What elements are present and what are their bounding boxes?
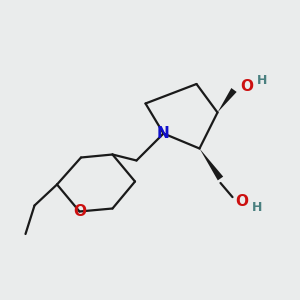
Text: N: N: [157, 126, 170, 141]
Text: O: O: [240, 79, 253, 94]
Text: O: O: [73, 204, 86, 219]
Text: O: O: [236, 194, 248, 208]
Polygon shape: [200, 148, 223, 180]
Polygon shape: [218, 88, 237, 112]
Text: H: H: [252, 201, 262, 214]
Text: H: H: [257, 74, 268, 87]
